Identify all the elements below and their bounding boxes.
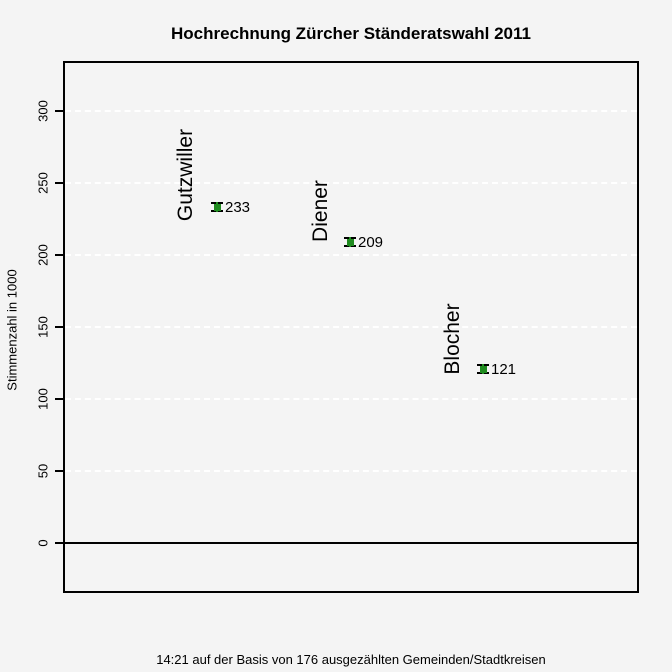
y-tick [55, 326, 63, 328]
y-tick [55, 470, 63, 472]
y-tick-label: 0 [35, 539, 51, 547]
y-axis-label: Stimmenzahl in 1000 [4, 269, 20, 391]
gridline [65, 182, 637, 184]
y-tick [55, 182, 63, 184]
point-marker [214, 204, 221, 211]
point-marker [347, 239, 354, 246]
footer-caption: 14:21 auf der Basis von 176 ausgezählten… [156, 652, 546, 667]
y-tick-label: 50 [35, 463, 51, 479]
y-tick [55, 110, 63, 112]
chart-title: Hochrechnung Zürcher Ständeratswahl 2011 [171, 24, 531, 43]
y-tick [55, 542, 63, 544]
y-tick [55, 398, 63, 400]
y-tick-label: 100 [35, 388, 51, 410]
plot-area [63, 61, 639, 593]
gridline [65, 470, 637, 472]
value-label: 233 [225, 199, 251, 216]
y-tick [55, 254, 63, 256]
y-tick-label: 200 [35, 244, 51, 266]
gridline [65, 326, 637, 328]
zero-line [63, 542, 639, 544]
gridline [65, 110, 637, 112]
gridline [65, 254, 637, 256]
candidate-label-blocher: Blocher [441, 303, 464, 375]
point-marker [480, 366, 487, 373]
value-label: 209 [358, 234, 384, 251]
value-label: 121 [491, 361, 517, 378]
y-tick-label: 250 [35, 172, 51, 194]
candidate-label-gutzwiller: Gutzwiller [174, 128, 197, 222]
y-tick-label: 300 [35, 100, 51, 122]
y-tick-label: 150 [35, 316, 51, 338]
candidate-label-diener: Diener [309, 180, 332, 242]
gridline [65, 398, 637, 400]
